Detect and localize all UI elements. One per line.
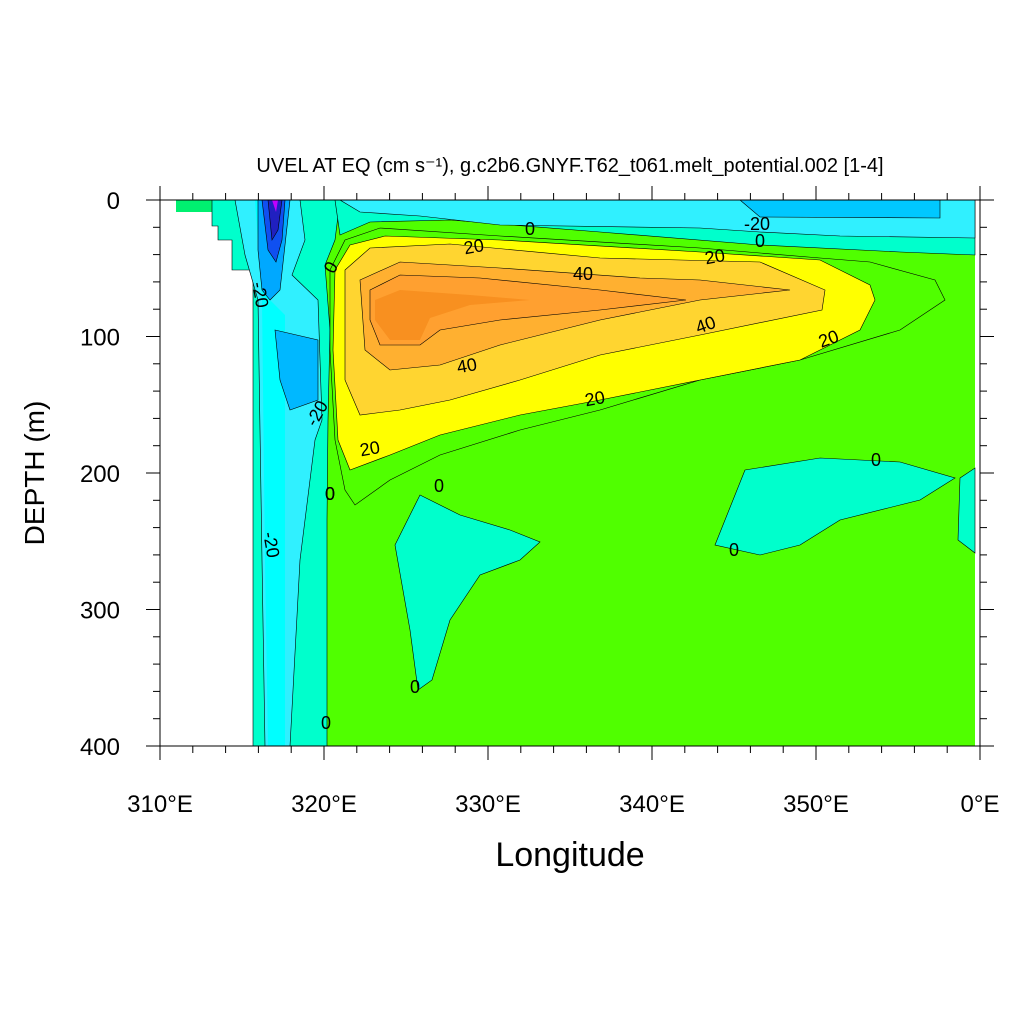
contour-label: 20 [583, 387, 606, 410]
x-tick-label: 320°E [291, 791, 357, 818]
contour-label: 0 [325, 484, 335, 504]
contour-label: 20 [462, 235, 485, 258]
contour-label: 0 [325, 484, 335, 504]
plot-frame [159, 199, 981, 747]
x-tick-label: 340°E [619, 791, 685, 818]
contour-label: 0 [321, 713, 331, 733]
contour-label: 0 [755, 231, 765, 251]
y-tick-label: 400 [80, 734, 120, 761]
x-tick-label: 350°E [783, 791, 849, 818]
contour-label: 0 [729, 540, 739, 560]
chart-title: UVEL AT EQ (cm s⁻¹), g.c2b6.GNYF.T62_t06… [256, 155, 883, 177]
x-tick-label: 330°E [455, 791, 521, 818]
x-tick-label: 0°E [961, 791, 1000, 818]
contour-label: 0 [871, 450, 881, 470]
contour-fills [176, 199, 976, 747]
x-tick-label: 310°E [127, 791, 193, 818]
x-axis-label: Longitude [495, 836, 644, 874]
y-tick-label: 100 [80, 325, 120, 352]
axes [146, 186, 994, 760]
y-tick-label: 300 [80, 598, 120, 625]
y-tick-label: 200 [80, 461, 120, 488]
contour-label: 0 [434, 476, 444, 496]
y-tick-label: 0 [107, 188, 120, 215]
y-axis-label: DEPTH (m) [19, 401, 50, 546]
contour-label: 0 [410, 677, 420, 697]
contour-label: 0 [525, 219, 535, 239]
contour-label: -20 [248, 280, 272, 309]
contour-label: -20 [744, 214, 770, 234]
contour-label: 40 [455, 354, 478, 377]
contour-label: -20 [259, 530, 283, 559]
contour-label: 20 [703, 245, 726, 268]
contour-label: 40 [573, 264, 593, 284]
contour-label: 20 [358, 437, 381, 460]
